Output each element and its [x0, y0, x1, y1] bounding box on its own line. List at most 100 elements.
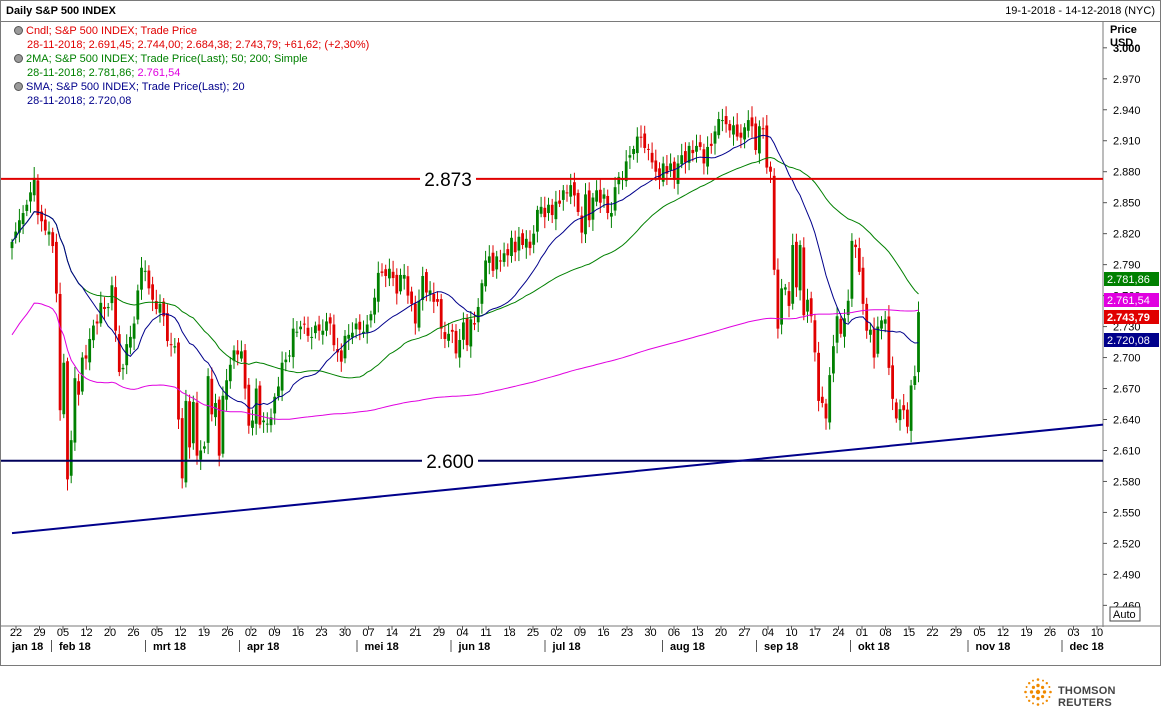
candle: [169, 332, 173, 357]
x-day-label: 09: [268, 627, 280, 639]
candle: [558, 190, 561, 208]
candle-body: [18, 220, 21, 233]
candle: [621, 170, 624, 190]
candle-body: [735, 124, 739, 137]
x-day-label: 14: [386, 627, 398, 639]
candle-body: [25, 204, 29, 211]
candle: [532, 225, 536, 254]
candle-body: [428, 290, 432, 295]
candle: [713, 125, 717, 155]
candle-body: [29, 192, 32, 202]
candle-body: [539, 206, 543, 214]
x-day-label: 06: [668, 627, 680, 639]
candle-body: [809, 298, 813, 317]
candle: [436, 291, 439, 307]
candle: [632, 145, 635, 160]
candle: [388, 258, 391, 287]
candle-body: [247, 384, 251, 426]
level-label-bg: [420, 167, 476, 190]
candle: [66, 357, 69, 491]
candle-body: [624, 161, 628, 182]
indicator-icon[interactable]: [14, 82, 23, 91]
candle: [854, 239, 857, 258]
candle: [635, 127, 639, 163]
candle-body: [706, 146, 709, 167]
x-day-label: 20: [715, 627, 727, 639]
candle: [843, 308, 846, 348]
candle: [384, 264, 388, 288]
indicator-icon[interactable]: [14, 26, 23, 35]
candle: [184, 389, 188, 488]
candle: [380, 263, 384, 277]
candle-body: [658, 168, 661, 179]
candle-body: [591, 197, 595, 220]
candle: [517, 226, 521, 262]
auto-button[interactable]: Auto: [1109, 606, 1141, 622]
candle: [865, 297, 869, 339]
candle: [269, 408, 273, 433]
candle-body: [487, 256, 491, 263]
candle-body: [417, 300, 421, 328]
x-day-label: 09: [574, 627, 586, 639]
candle-body: [199, 450, 203, 460]
candle: [450, 323, 454, 344]
candle-body: [647, 148, 650, 150]
candle: [291, 318, 295, 369]
candle-body: [754, 123, 758, 151]
legend-sma[interactable]: SMA; S&P 500 INDEX; Trade Price(Last); 2…: [14, 80, 369, 94]
candle: [650, 142, 654, 169]
candle-body: [10, 241, 14, 249]
x-day-label: 30: [644, 627, 656, 639]
candle-body: [769, 166, 772, 172]
candle: [110, 276, 114, 311]
candle-body: [469, 319, 473, 347]
y-tick-label: 2.700: [1113, 353, 1141, 365]
y-tick-label: 2.850: [1113, 198, 1141, 210]
candle-body: [425, 272, 428, 293]
candle: [92, 319, 95, 349]
candle-body: [203, 446, 206, 449]
candle-body: [132, 323, 136, 339]
candle-body: [883, 319, 887, 324]
candle-body: [177, 342, 180, 420]
candle: [776, 258, 780, 339]
candle-body: [521, 233, 524, 246]
candle-body: [524, 238, 528, 248]
candles: [10, 106, 920, 491]
candle: [543, 196, 547, 229]
candle: [872, 317, 876, 369]
x-day-label: 22: [10, 627, 22, 639]
x-day-label: 23: [621, 627, 633, 639]
indicator-icon[interactable]: [14, 54, 23, 63]
candle: [29, 182, 32, 213]
candle: [880, 316, 883, 340]
x-day-label: 08: [879, 627, 891, 639]
x-month-label: feb 18: [59, 641, 91, 653]
legend-candle[interactable]: Cndl; S&P 500 INDEX; Trade Price: [14, 24, 369, 38]
candle-body: [236, 350, 240, 355]
ma200-line: [11, 302, 919, 420]
candle: [772, 168, 776, 276]
x-day-label: 03: [1067, 627, 1079, 639]
candle: [665, 155, 669, 186]
candle: [746, 110, 750, 138]
candle-body: [476, 306, 480, 323]
y-tick-label: 2.790: [1113, 260, 1141, 272]
candle-body: [517, 236, 521, 251]
candle-body: [765, 125, 769, 168]
x-day-label: 30: [339, 627, 351, 639]
candle-body: [484, 260, 487, 287]
candle: [584, 183, 587, 244]
candle-body: [561, 190, 565, 200]
auto-button-label: Auto: [1113, 609, 1136, 621]
candle-body: [739, 132, 743, 138]
candle-body: [721, 120, 724, 122]
candle-body: [898, 409, 902, 421]
candle-body: [406, 276, 410, 296]
y-tick-label: 2.580: [1113, 476, 1141, 488]
legend-2ma[interactable]: 2MA; S&P 500 INDEX; Trade Price(Last); 5…: [14, 52, 369, 66]
x-day-label: 26: [221, 627, 233, 639]
candle-body: [547, 204, 550, 214]
candle-body: [462, 322, 465, 340]
